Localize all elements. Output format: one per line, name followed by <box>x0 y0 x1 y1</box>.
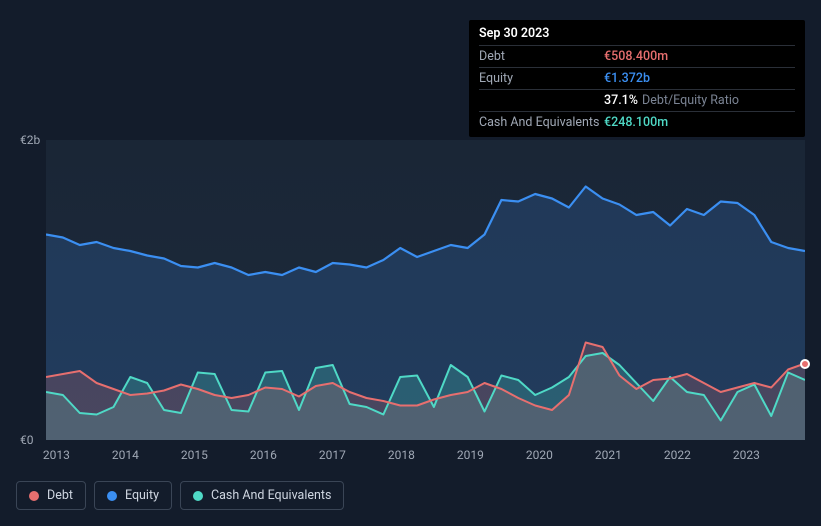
tooltip-date: Sep 30 2023 <box>479 26 795 45</box>
tooltip-value: €248.100m <box>604 115 668 130</box>
tooltip-row: 37.1% Debt/Equity Ratio <box>479 89 795 111</box>
tooltip-value: €1.372b <box>604 71 650 86</box>
legend-item-debt[interactable]: Debt <box>16 481 86 510</box>
x-tick-label: 2018 <box>388 448 415 462</box>
chart-legend: Debt Equity Cash And Equivalents <box>16 481 344 510</box>
x-tick-label: 2014 <box>112 448 139 462</box>
tooltip-key: Cash And Equivalents <box>479 115 604 130</box>
chart-tooltip: Sep 30 2023 Debt€508.400mEquity€1.372b37… <box>469 20 805 137</box>
tooltip-row: Debt€508.400m <box>479 45 795 67</box>
tooltip-row: Cash And Equivalents€248.100m <box>479 111 795 133</box>
legend-dot-icon <box>29 491 39 501</box>
x-tick-label: 2016 <box>250 448 277 462</box>
legend-label: Equity <box>125 488 159 503</box>
legend-dot-icon <box>193 491 203 501</box>
y-tick-label: €0 <box>20 433 34 447</box>
x-tick-label: 2015 <box>181 448 208 462</box>
marker-dot <box>800 359 810 369</box>
y-tick-label: €2b <box>20 133 40 147</box>
legend-item-cash-and-equivalents[interactable]: Cash And Equivalents <box>180 481 344 510</box>
x-axis: 2013 2014 2015 2016 2017 2018 2019 2020 2021 2022… <box>46 448 805 468</box>
tooltip-key <box>479 93 604 108</box>
legend-item-equity[interactable]: Equity <box>94 481 172 510</box>
tooltip-value: 37.1% <box>604 93 638 108</box>
x-tick-label: 2013 <box>43 448 70 462</box>
x-tick-label: 2019 <box>457 448 484 462</box>
tooltip-value: €508.400m <box>604 49 668 64</box>
x-tick-label: 2022 <box>664 448 691 462</box>
x-tick-label: 2023 <box>733 448 760 462</box>
legend-label: Debt <box>47 488 73 503</box>
tooltip-suffix: Debt/Equity Ratio <box>642 93 739 108</box>
chart-plot[interactable] <box>46 140 805 440</box>
tooltip-key: Debt <box>479 49 604 64</box>
legend-dot-icon <box>107 491 117 501</box>
x-tick-label: 2020 <box>526 448 553 462</box>
tooltip-row: Equity€1.372b <box>479 67 795 89</box>
x-tick-label: 2017 <box>319 448 346 462</box>
x-tick-label: 2021 <box>595 448 622 462</box>
tooltip-key: Equity <box>479 71 604 86</box>
legend-label: Cash And Equivalents <box>211 488 331 503</box>
